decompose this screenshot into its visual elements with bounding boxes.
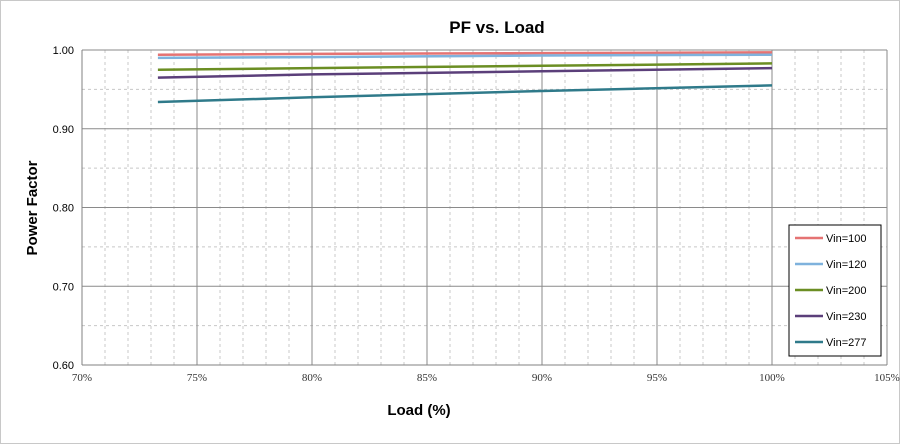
x-tick-label: 70% bbox=[72, 372, 92, 384]
legend-label: Vin=120 bbox=[826, 259, 866, 271]
x-axis-title: Load (%) bbox=[387, 402, 450, 419]
x-tick-label: 75% bbox=[187, 372, 207, 384]
legend-label: Vin=100 bbox=[826, 233, 866, 245]
x-tick-label: 95% bbox=[647, 372, 667, 384]
x-tick-label: 105% bbox=[874, 372, 900, 384]
y-tick-label: 0.70 bbox=[53, 281, 74, 293]
y-tick-label: 1.00 bbox=[53, 45, 74, 57]
x-tick-label: 100% bbox=[759, 372, 785, 384]
legend-label: Vin=200 bbox=[826, 285, 866, 297]
y-tick-label: 0.60 bbox=[53, 360, 74, 372]
y-tick-label: 0.80 bbox=[53, 203, 74, 215]
x-tick-label: 80% bbox=[302, 372, 322, 384]
y-axis-title: Power Factor bbox=[24, 160, 41, 255]
chart-title: PF vs. Load bbox=[449, 18, 544, 37]
grid bbox=[82, 50, 887, 365]
y-tick-label: 0.90 bbox=[53, 124, 74, 136]
legend-label: Vin=277 bbox=[826, 337, 866, 349]
legend-label: Vin=230 bbox=[826, 311, 866, 323]
x-tick-label: 90% bbox=[532, 372, 552, 384]
x-tick-label: 85% bbox=[417, 372, 437, 384]
legend: Vin=100 Vin=120 Vin=200 Vin=230 Vin=277 bbox=[789, 225, 881, 356]
